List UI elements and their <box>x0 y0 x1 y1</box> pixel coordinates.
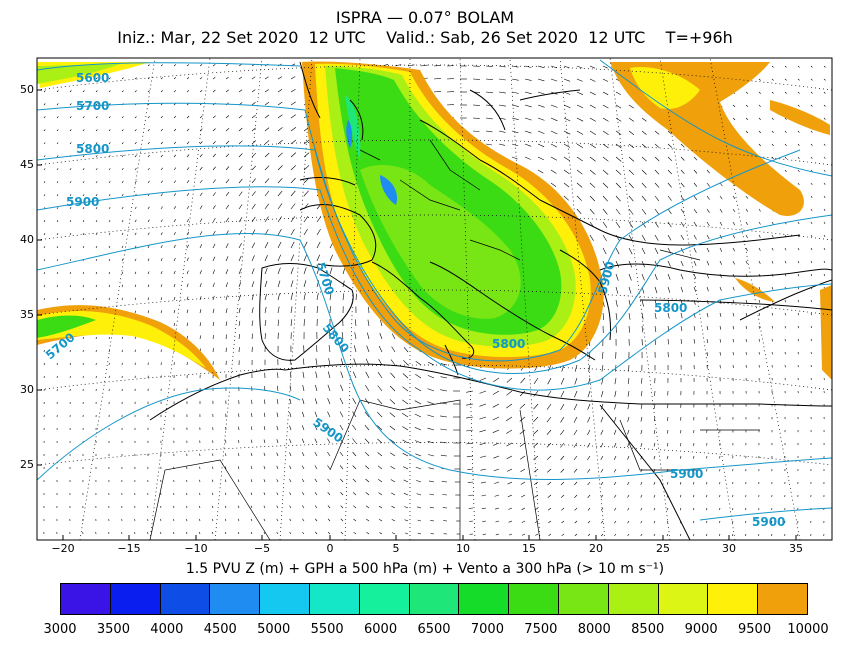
lon-label: 10 <box>456 542 470 555</box>
colorbar-swatch <box>359 584 410 614</box>
axis-ticks <box>37 89 797 540</box>
lat-label: 50 <box>20 83 34 96</box>
contour-label: 5600 <box>76 71 109 85</box>
colorbar-swatch <box>608 584 659 614</box>
map-title: ISPRA — 0.07° BOLAM <box>335 8 515 27</box>
lon-label: −20 <box>51 542 75 555</box>
colorbar-swatch <box>758 584 807 614</box>
colorbar-label: 6500 <box>417 622 451 637</box>
colorbar-label: 3500 <box>96 622 130 637</box>
colorbar-label: 10000 <box>787 622 829 637</box>
colorbar-swatch <box>309 584 360 614</box>
lat-label: 35 <box>20 308 34 321</box>
lon-label: 5 <box>392 542 400 555</box>
pv-north-filaments <box>37 62 832 380</box>
contour-label: 5800 <box>492 337 525 351</box>
lon-label: −10 <box>184 542 208 555</box>
coastlines <box>149 61 832 540</box>
field-caption: 1.5 PVU Z (m) + GPH a 500 hPa (m) + Vent… <box>185 561 665 577</box>
graticule <box>37 58 832 540</box>
colorbar-label: 3000 <box>43 622 77 637</box>
lon-label: 25 <box>656 542 670 555</box>
contour-label: 5800 <box>76 142 109 156</box>
colorbar-label: 9000 <box>684 622 718 637</box>
contour-label: 5900 <box>66 195 99 209</box>
colorbar-swatch <box>61 584 111 614</box>
lat-label: 40 <box>20 233 34 246</box>
contour-label: 5800 <box>654 301 687 315</box>
valid-time: Valid.: Sab, 26 Set 2020 12 UTC <box>386 28 646 47</box>
contour-label: 5900 <box>670 467 703 481</box>
lon-label: 15 <box>522 542 536 555</box>
colorbar-swatch <box>160 584 211 614</box>
colorbar-label: 8500 <box>631 622 665 637</box>
lead-time: T=+96h <box>665 28 733 47</box>
colorbar-swatch <box>260 584 310 614</box>
lon-label: 35 <box>789 542 803 555</box>
colorbar-label: 7500 <box>524 622 558 637</box>
colorbar-swatch <box>110 584 161 614</box>
colorbar <box>60 583 808 615</box>
lon-label: −5 <box>253 542 271 555</box>
lon-label: 30 <box>722 542 736 555</box>
colorbar-label: 7000 <box>470 622 504 637</box>
colorbar-label: 4000 <box>150 622 184 637</box>
lat-label: 45 <box>20 158 34 171</box>
colorbar-swatch <box>210 584 261 614</box>
lon-label: 20 <box>589 542 603 555</box>
colorbar-label: 8000 <box>577 622 611 637</box>
colorbar-swatch <box>558 584 609 614</box>
colorbar-label: 5000 <box>257 622 291 637</box>
colorbar-swatch <box>658 584 709 614</box>
map-frame <box>36 57 833 541</box>
colorbar-label: 4500 <box>203 622 237 637</box>
colorbar-swatch <box>409 584 460 614</box>
weather-map: 5600 5700 5800 5900 5700 5800 5900 5800 … <box>36 57 833 541</box>
pv-atlantic-streamer <box>37 305 220 380</box>
lat-label: 25 <box>20 458 34 471</box>
colorbar-swatch <box>708 584 759 614</box>
colorbar-label: 9500 <box>738 622 772 637</box>
gph-contours <box>37 59 832 521</box>
colorbar-swatch <box>459 584 510 614</box>
contour-label: 5700 <box>76 99 109 113</box>
colorbar-swatch <box>509 584 559 614</box>
colorbar-labels: 3000 3500 4000 4500 5000 5500 6000 6500 7000 7500… <box>0 622 850 642</box>
contour-label: 5900 <box>752 515 785 529</box>
colorbar-label: 5500 <box>310 622 344 637</box>
lon-label: 0 <box>326 542 334 555</box>
colorbar-label: 6000 <box>364 622 398 637</box>
map-subtitle: Iniz.: Mar, 22 Set 2020 12 UTC Valid.: S… <box>0 28 850 47</box>
init-time: Iniz.: Mar, 22 Set 2020 12 UTC <box>117 28 366 47</box>
lon-label: −15 <box>117 542 141 555</box>
lat-label: 30 <box>20 383 34 396</box>
